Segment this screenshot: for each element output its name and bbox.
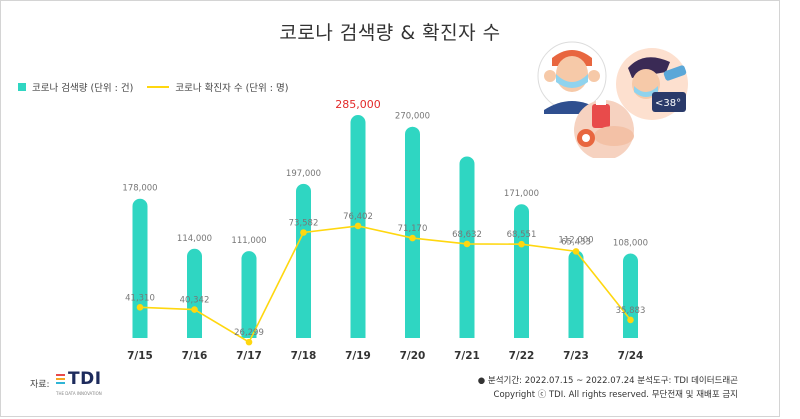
cases-value-label: 26,299 bbox=[234, 328, 264, 338]
bar-7-20 bbox=[405, 126, 420, 338]
bar-value-label: 270,000 bbox=[395, 112, 430, 122]
bar-7-18 bbox=[296, 183, 311, 338]
cases-value-label: 68,632 bbox=[452, 230, 482, 240]
bar-7-24 bbox=[623, 253, 639, 338]
footer: ● 분석기간: 2022.07.15 ~ 2022.07.24 분석도구: TD… bbox=[478, 374, 738, 402]
bar-7-23 bbox=[568, 250, 584, 338]
cases-point bbox=[191, 306, 198, 313]
tdi-logo-mark bbox=[56, 374, 65, 386]
cases-point bbox=[136, 304, 144, 311]
legend-item-cases: 코로나 확진자 수 (단위 : 명) bbox=[147, 80, 288, 94]
legend-swatch-cases bbox=[147, 86, 170, 88]
hand-sanitizer-illustration bbox=[574, 100, 634, 158]
bar-value-label: 197,000 bbox=[286, 169, 321, 179]
covid-illustration: <38° bbox=[537, 41, 688, 158]
x-tick-label: 7/16 bbox=[182, 350, 208, 362]
x-tick-label: 7/17 bbox=[236, 350, 262, 362]
tdi-tagline: THE DATA INNOVATION bbox=[56, 391, 102, 396]
bar-value-label: 114,000 bbox=[177, 234, 212, 244]
bar-value-label: 111,000 bbox=[231, 236, 266, 246]
cases-line bbox=[139, 225, 632, 344]
cases-point bbox=[354, 222, 362, 230]
cases-point bbox=[300, 229, 307, 236]
cases-value-label: 76,402 bbox=[343, 212, 373, 222]
analysis-info: ● 분석기간: 2022.07.15 ~ 2022.07.24 분석도구: TD… bbox=[477, 376, 738, 386]
source-label: 자료: bbox=[30, 380, 50, 390]
x-tick-label: 7/20 bbox=[400, 350, 426, 362]
legend: 코로나 검색량 (단위 : 건) 코로나 확진자 수 (단위 : 명) bbox=[18, 80, 302, 94]
x-tick-label: 7/22 bbox=[509, 350, 535, 362]
tdi-logo-text: TDI bbox=[68, 369, 102, 389]
bar-value-label: 171,000 bbox=[504, 189, 539, 199]
cases-value-label: 35,883 bbox=[616, 306, 646, 316]
bar-value-label: 178,000 bbox=[122, 184, 157, 194]
cases-value-label: 65,433 bbox=[561, 237, 591, 247]
bar-value-label: 112,000 bbox=[558, 235, 593, 245]
cases-value-label: 71,170 bbox=[398, 224, 428, 234]
x-tick-label: 7/24 bbox=[618, 350, 644, 362]
cases-point bbox=[463, 240, 471, 248]
cases-point bbox=[518, 240, 525, 248]
legend-item-search: 코로나 검색량 (단위 : 건) bbox=[18, 80, 133, 94]
cases-point bbox=[245, 338, 253, 346]
copyright: Copyright ⓒ TDI. All rights reserved. 무단… bbox=[493, 390, 738, 400]
bar-7-22 bbox=[514, 204, 529, 338]
tdi-logo: TDI bbox=[56, 371, 102, 388]
bar-value-label: 108,000 bbox=[613, 238, 648, 248]
legend-label-search: 코로나 검색량 (단위 : 건) bbox=[32, 83, 134, 94]
x-tick-label: 7/21 bbox=[454, 350, 480, 362]
bar-7-15 bbox=[132, 198, 148, 338]
bar-value-label: 285,000 bbox=[335, 98, 381, 111]
bar-7-17 bbox=[241, 251, 257, 338]
cases-value-label: 73,582 bbox=[289, 218, 319, 228]
x-tick-label: 7/15 bbox=[127, 350, 153, 362]
cases-value-label: 41,310 bbox=[125, 293, 155, 303]
cases-point bbox=[409, 234, 416, 242]
cases-point bbox=[572, 248, 580, 255]
plot-area: 178,000 114,000 111,000 197,000 285,000 270,0… bbox=[122, 98, 648, 362]
x-tick-label: 7/23 bbox=[563, 350, 589, 362]
x-tick-label: 7/18 bbox=[291, 350, 317, 362]
cases-value-label: 40,342 bbox=[180, 296, 210, 306]
legend-label-cases: 코로나 확진자 수 (단위 : 명) bbox=[175, 83, 289, 94]
chart-title: 코로나 검색량 & 확진자 수 bbox=[279, 22, 501, 44]
thermometer-person-illustration: <38° bbox=[616, 48, 688, 120]
thermometer-reading: <38° bbox=[655, 98, 681, 109]
cases-point bbox=[627, 316, 634, 324]
legend-swatch-search bbox=[18, 83, 26, 91]
x-tick-label: 7/19 bbox=[345, 350, 371, 362]
bar-7-16 bbox=[187, 248, 202, 338]
cases-value-label: 68,551 bbox=[507, 230, 537, 240]
